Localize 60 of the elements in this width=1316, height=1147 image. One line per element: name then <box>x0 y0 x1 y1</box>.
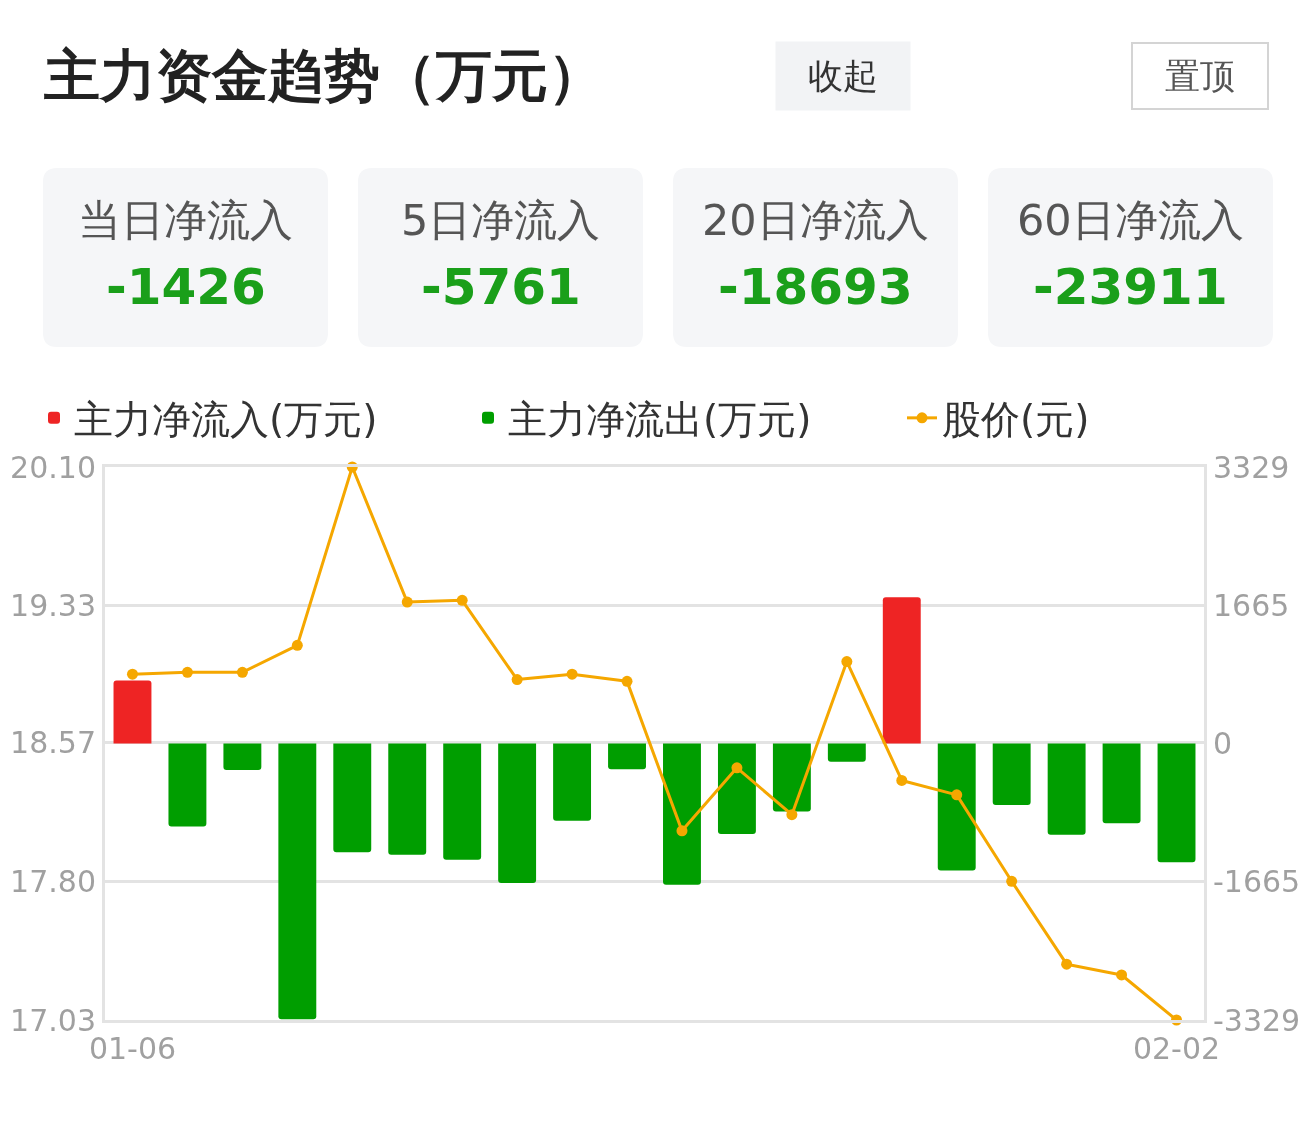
data-label: -1426 <box>106 258 266 316</box>
bar <box>168 743 207 827</box>
point <box>1061 958 1073 970</box>
point <box>401 596 413 608</box>
bar <box>608 743 646 770</box>
bar <box>882 597 921 744</box>
category-label: 20日净流入 <box>702 195 929 245</box>
y-tick-label: 19.33 <box>10 588 96 624</box>
bar <box>443 743 482 860</box>
point <box>236 666 248 678</box>
data-label: -18693 <box>718 258 913 316</box>
category-label: 5日净流入 <box>401 195 601 245</box>
y-tick-label: 18.57 <box>10 725 96 761</box>
y2-tick-label: 1665 <box>1213 587 1290 623</box>
data-label: -23911 <box>1033 258 1228 316</box>
point <box>181 666 193 678</box>
bar <box>278 743 317 1020</box>
bar <box>717 743 756 835</box>
category-label: 当日净流入 <box>78 195 293 245</box>
legend-label: 主力净流出(万元) <box>508 397 812 443</box>
point <box>456 594 468 606</box>
y2-tick-label: 0 <box>1213 726 1233 761</box>
y-tick-label: 20.10 <box>10 449 96 485</box>
point <box>676 825 688 837</box>
category-label: 60日净流入 <box>1017 195 1244 245</box>
bar <box>113 680 152 744</box>
bar <box>937 743 976 871</box>
bar <box>992 743 1031 805</box>
bar <box>1157 743 1196 863</box>
point <box>786 809 798 821</box>
bar <box>663 743 701 885</box>
bar <box>223 743 262 771</box>
point <box>511 674 523 686</box>
point <box>1006 875 1018 887</box>
point <box>841 656 853 668</box>
point <box>1116 969 1128 981</box>
point <box>896 774 908 786</box>
point <box>291 639 303 651</box>
bar <box>1047 743 1086 835</box>
bar <box>498 743 537 884</box>
legend-label: 股价(元) <box>942 397 1090 443</box>
data-label: -5761 <box>421 258 581 316</box>
bar <box>1102 743 1141 824</box>
text: 收起 <box>808 56 878 96</box>
point <box>621 675 633 687</box>
point <box>566 668 578 680</box>
point <box>126 668 138 680</box>
bar <box>388 743 427 855</box>
legend-label: 主力净流入(万元) <box>74 397 378 443</box>
bar <box>553 743 592 821</box>
point <box>731 762 743 774</box>
y2-tick-label: 3329 <box>1213 449 1290 485</box>
y-tick-label: 17.80 <box>10 863 96 899</box>
bar <box>827 743 866 762</box>
text: 置顶 <box>1165 56 1235 96</box>
bar <box>772 743 811 812</box>
text: 主力资金趋势（万元） <box>43 42 604 108</box>
bar <box>333 743 372 853</box>
point <box>951 789 963 801</box>
y2-tick-label: -1665 <box>1213 864 1301 900</box>
